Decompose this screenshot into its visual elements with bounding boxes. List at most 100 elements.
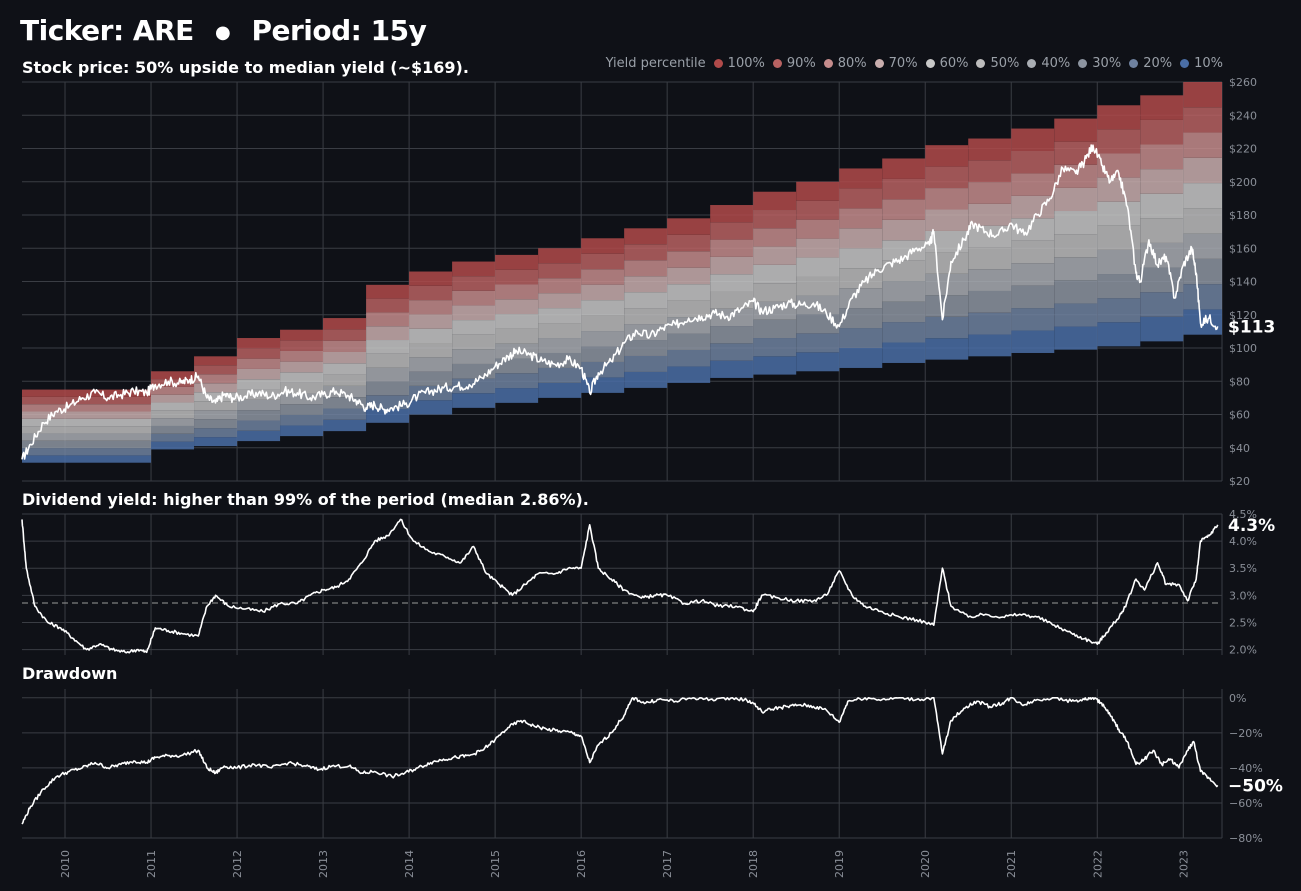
dividend-yield-line bbox=[21, 518, 1219, 654]
percentile-band bbox=[495, 254, 539, 270]
legend-label: 50% bbox=[990, 56, 1020, 71]
percentile-band bbox=[495, 299, 539, 315]
percentile-band bbox=[1183, 107, 1222, 133]
percentile-band bbox=[323, 329, 367, 341]
percentile-band bbox=[1140, 144, 1184, 170]
percentile-band bbox=[667, 349, 711, 367]
y-tick-label: $20 bbox=[1229, 475, 1250, 488]
y-tick-label: $100 bbox=[1229, 342, 1257, 355]
x-tick-label: 2011 bbox=[145, 850, 158, 878]
percentile-band bbox=[710, 222, 754, 240]
percentile-band bbox=[1011, 285, 1055, 309]
percentile-band bbox=[1054, 118, 1098, 142]
percentile-band bbox=[1054, 280, 1098, 304]
x-tick-label: 2018 bbox=[747, 850, 760, 878]
percentile-band bbox=[495, 388, 539, 403]
x-tick-label: 2012 bbox=[231, 850, 244, 878]
percentile-band bbox=[194, 365, 238, 375]
percentile-band bbox=[495, 373, 539, 389]
percentile-band bbox=[753, 264, 797, 284]
legend-swatch bbox=[874, 59, 884, 68]
percentile-band bbox=[753, 210, 797, 229]
y-tick-label: 4.0% bbox=[1229, 535, 1257, 548]
percentile-band bbox=[1140, 193, 1184, 219]
percentile-band bbox=[710, 239, 754, 257]
percentile-band bbox=[452, 305, 496, 321]
percentile-band bbox=[151, 394, 195, 403]
y-tick-label: $140 bbox=[1229, 276, 1257, 289]
percentile-band bbox=[624, 371, 668, 388]
percentile-band bbox=[796, 352, 840, 372]
percentile-band bbox=[925, 273, 969, 296]
percentile-band bbox=[1183, 208, 1222, 234]
percentile-band bbox=[1140, 242, 1184, 268]
percentile-band bbox=[280, 414, 324, 426]
legend-label: 70% bbox=[888, 56, 918, 71]
percentile-band bbox=[925, 166, 969, 189]
price-panel-title: Stock price: 50% upside to median yield … bbox=[22, 58, 469, 77]
percentile-band bbox=[1140, 169, 1184, 194]
percentile-band bbox=[839, 308, 883, 329]
panel-grid-dividend-yield: 2.0% 2.5% 3.0% 3.5% 4.0% 4.5% bbox=[22, 508, 1257, 657]
legend-item: 90% bbox=[772, 56, 816, 71]
percentile-band bbox=[151, 425, 195, 434]
percentile-band bbox=[1011, 173, 1055, 196]
y-tick-label: $200 bbox=[1229, 176, 1257, 189]
percentile-band bbox=[366, 367, 410, 382]
percentile-band bbox=[1011, 218, 1055, 241]
legend-label: 40% bbox=[1041, 56, 1071, 71]
percentile-band bbox=[796, 333, 840, 353]
percentile-band bbox=[1140, 292, 1184, 317]
legend-title: Yield percentile bbox=[605, 56, 706, 71]
percentile-band bbox=[968, 269, 1012, 291]
percentile-band bbox=[1054, 257, 1098, 281]
percentile-band bbox=[22, 404, 152, 412]
x-tick-label: 2017 bbox=[661, 850, 674, 878]
y-tick-label: $160 bbox=[1229, 242, 1257, 255]
percentile-band bbox=[538, 293, 582, 309]
y-tick-label: −80% bbox=[1229, 832, 1263, 845]
percentile-band bbox=[925, 209, 969, 231]
percentile-band bbox=[1097, 274, 1141, 299]
percentile-band bbox=[1097, 129, 1141, 154]
percentile-band bbox=[366, 409, 410, 423]
legend-swatch bbox=[1129, 59, 1139, 68]
percentile-band bbox=[925, 252, 969, 274]
percentile-band bbox=[151, 386, 195, 395]
percentile-band bbox=[925, 145, 969, 167]
percentile-band bbox=[1097, 105, 1141, 130]
percentile-band bbox=[194, 374, 238, 384]
percentile-band bbox=[968, 290, 1012, 313]
legend-swatch bbox=[772, 59, 782, 68]
percentile-band bbox=[667, 234, 711, 252]
percentile-band bbox=[366, 312, 410, 327]
percentile-band bbox=[151, 441, 195, 450]
percentile-band bbox=[624, 292, 668, 309]
percentile-band bbox=[237, 420, 281, 431]
percentile-band bbox=[280, 350, 324, 362]
percentile-band bbox=[667, 284, 711, 301]
percentile-band bbox=[323, 374, 367, 386]
percentile-band bbox=[710, 205, 754, 223]
percentile-band bbox=[710, 360, 754, 378]
percentile-band bbox=[882, 178, 926, 200]
percentile-band bbox=[409, 285, 453, 301]
percentile-band bbox=[1140, 119, 1184, 145]
drawdown-panel-title: Drawdown bbox=[22, 664, 118, 683]
percentile-band bbox=[22, 433, 152, 441]
percentile-band bbox=[710, 343, 754, 361]
percentile-band bbox=[796, 200, 840, 220]
percentile-band bbox=[366, 298, 410, 313]
percentile-band bbox=[409, 328, 453, 344]
percentile-band bbox=[1054, 234, 1098, 258]
percentile-band bbox=[1054, 211, 1098, 235]
legend-label: 60% bbox=[939, 56, 969, 71]
legend-item: 20% bbox=[1129, 56, 1172, 71]
y-tick-label: $220 bbox=[1229, 143, 1257, 156]
legend-item: 40% bbox=[1027, 56, 1070, 71]
percentile-band bbox=[409, 314, 453, 329]
y-tick-label: $180 bbox=[1229, 209, 1257, 222]
last-price-label: $113 bbox=[1228, 317, 1275, 337]
percentile-band bbox=[839, 208, 883, 229]
percentile-band bbox=[1054, 303, 1098, 327]
